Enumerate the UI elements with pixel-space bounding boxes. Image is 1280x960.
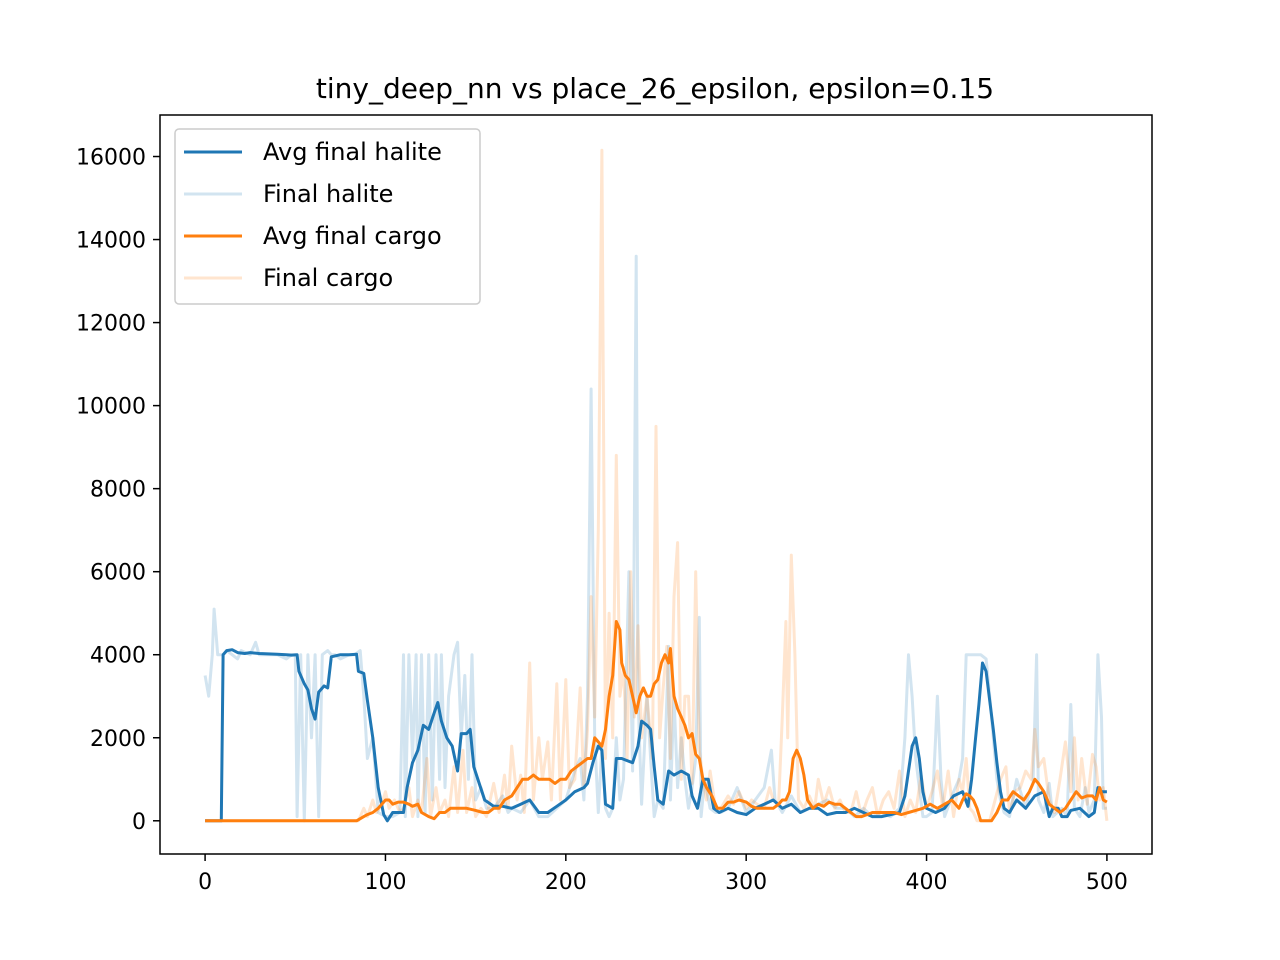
series-layer (203, 148, 1109, 823)
y-tick-label: 4000 (90, 644, 146, 669)
legend: Avg final halite Final halite Avg final ca… (174, 128, 481, 305)
x-tick-label: 100 (364, 870, 406, 895)
y-tick-label: 16000 (76, 146, 146, 171)
y-tick-label: 2000 (90, 727, 146, 752)
series-line-avg-final-cargo (205, 620, 1108, 823)
y-tick-label: 0 (132, 810, 146, 835)
legend-box (174, 128, 481, 305)
x-tick-label: 0 (198, 870, 212, 895)
x-axis: 0 100 200 300 400 500 (198, 854, 1128, 895)
y-tick-label: 6000 (90, 561, 146, 586)
legend-label: Final cargo (263, 264, 393, 292)
y-tick-label: 8000 (90, 478, 146, 503)
x-tick-label: 500 (1086, 870, 1128, 895)
y-tick-label: 14000 (76, 229, 146, 254)
x-tick-label: 200 (545, 870, 587, 895)
x-tick-label: 300 (725, 870, 767, 895)
chart-title: tiny_deep_nn vs place_26_epsilon, epsilo… (316, 72, 994, 105)
plot-frame (159, 114, 1153, 855)
legend-label: Final halite (263, 180, 393, 208)
legend-label: Avg final cargo (263, 222, 442, 250)
x-tick-label: 400 (906, 870, 948, 895)
y-tick-label: 12000 (76, 312, 146, 337)
series-line-final-cargo (205, 148, 1109, 823)
legend-label: Avg final halite (263, 138, 442, 166)
y-axis: 0 2000 4000 6000 8000 10000 12000 14000 16000 (76, 146, 160, 835)
series-line-avg-final-halite (205, 648, 1107, 823)
y-tick-label: 10000 (76, 395, 146, 420)
